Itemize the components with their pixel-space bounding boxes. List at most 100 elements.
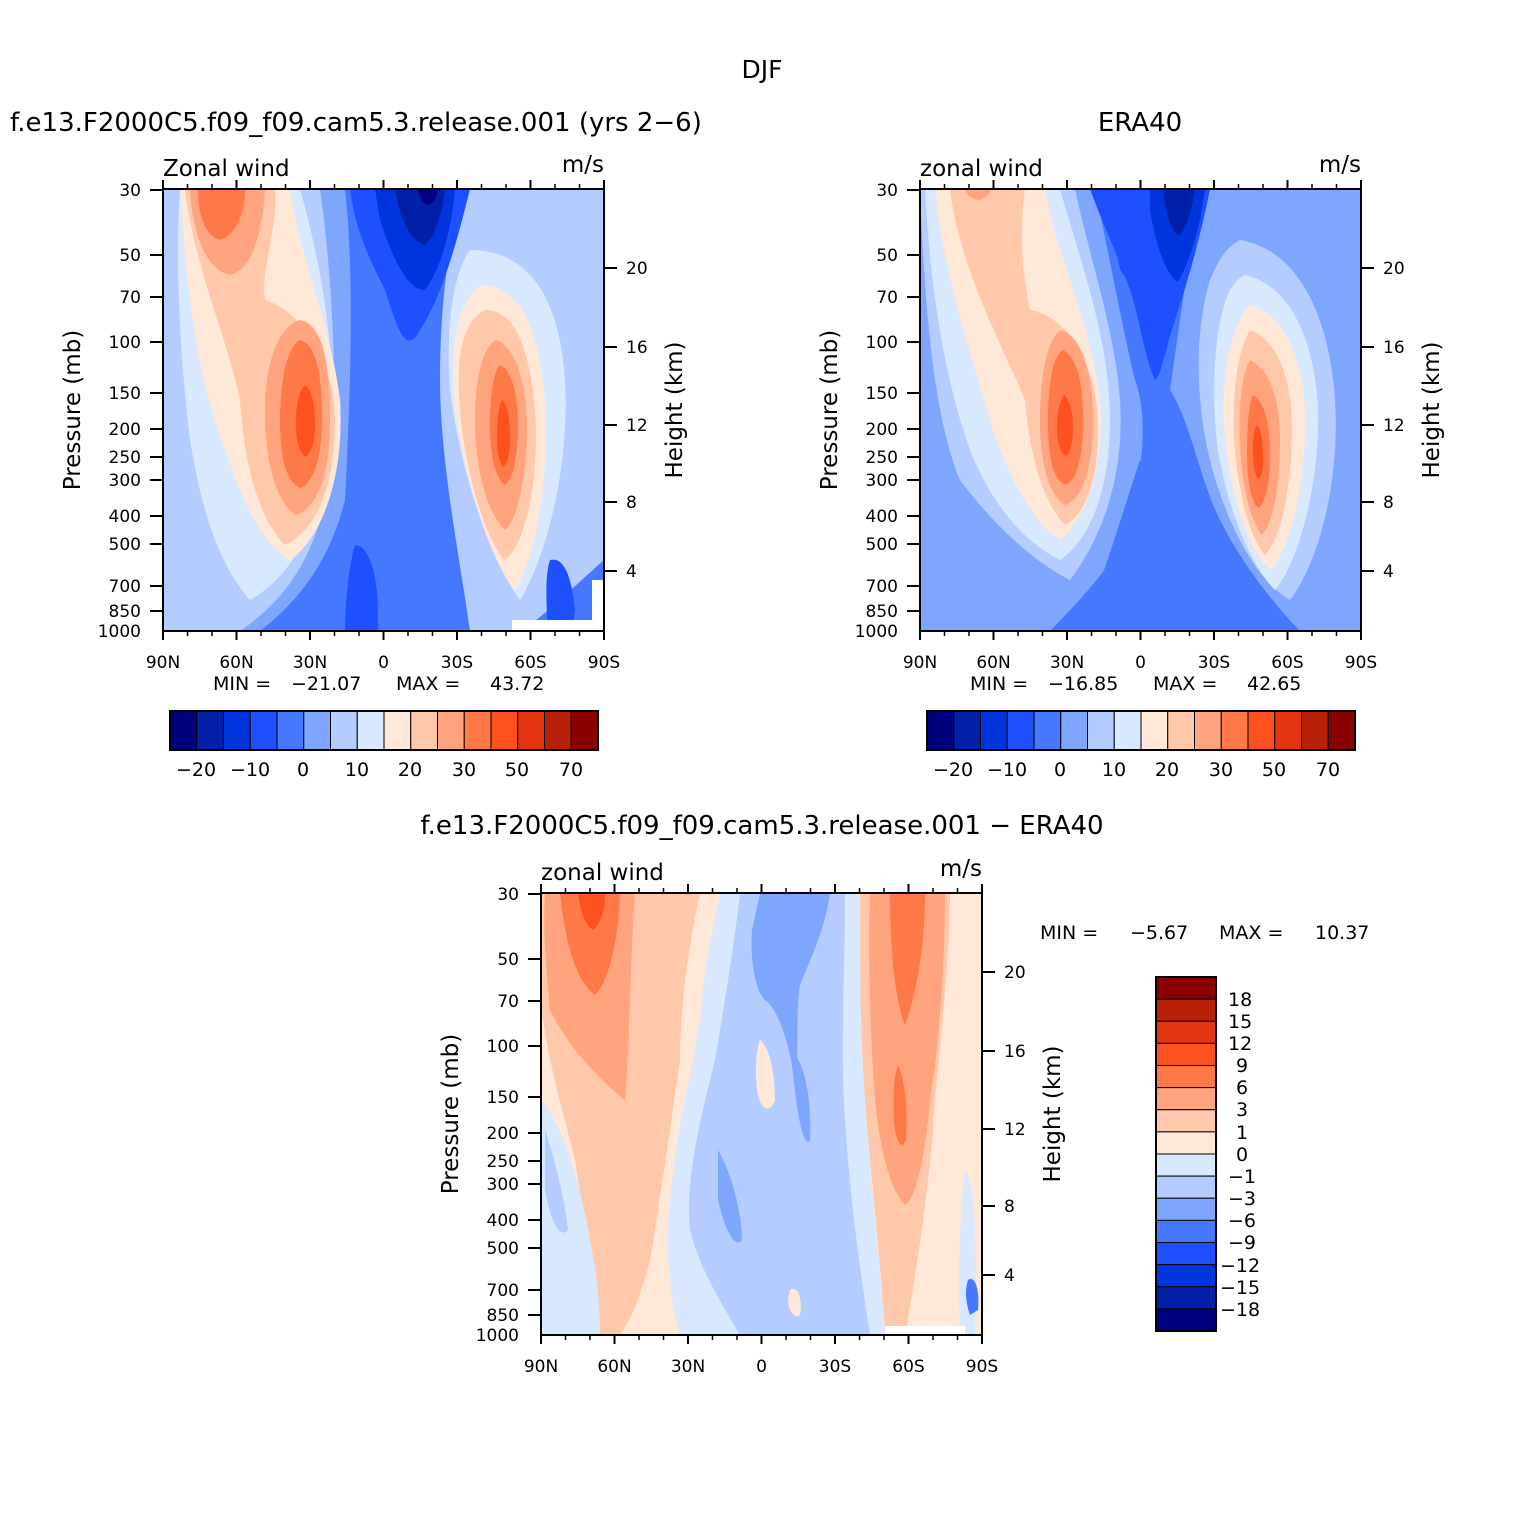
contour-field [541,893,982,1335]
panel-title: f.e13.F2000C5.f09_f09.cam5.3.release.001… [420,811,1103,841]
colorbar-swatch [1327,710,1356,751]
tick-marks [528,884,995,1344]
colorbar-swatch [1155,1087,1217,1111]
colorbar-swatch [1194,710,1222,751]
colorbar-label: 20 [398,759,422,781]
colorbar-swatch [1274,710,1302,751]
y-tick-label: 850 [866,602,898,622]
colorbar-swatch [490,710,519,751]
colorbar-label: 30 [452,759,476,781]
colorbar-label: −6 [1228,1210,1256,1232]
y-tick-label: 200 [866,420,898,440]
x-tick-label: 30N [293,653,327,673]
y-tick-label: 50 [497,950,519,970]
y-ticks: 30 50 70 100 150 200 250 300 400 500 700… [98,181,141,642]
minor-tick-marks [186,184,581,636]
contour-band-cream-spot [756,1040,801,1317]
colorbar-swatch [303,710,331,751]
contour-band-darker-blue [395,189,445,245]
colorbar-swatch [1155,1242,1217,1266]
contour-band-blue [1090,189,1210,631]
x-tick-label: 30S [1198,653,1230,673]
y-tick-label: 150 [866,384,898,404]
y-tick-label: 1000 [855,622,898,642]
colorbar-frame [1155,976,1217,1332]
contour-field [920,189,1361,631]
missing-data-region [885,1326,965,1335]
y-tick-label: 300 [109,471,141,491]
colorbar-swatch [1155,1131,1217,1155]
contour-band-orange [965,189,1280,535]
colorbar-swatch [223,710,251,751]
min-label: MIN = [213,673,271,695]
x-tick-label: 0 [1135,653,1146,673]
y2-tick-label: 4 [1383,562,1394,582]
colorbar-swatch [1155,1109,1217,1133]
y2-tick-label: 8 [1004,1197,1015,1217]
colorbar-label: 10 [1102,759,1126,781]
contour-band-blue-spot [965,1279,979,1315]
colorbar-label: −12 [1220,1255,1260,1277]
colorbar-swatch [330,710,358,751]
x-tick-label: 90S [588,653,620,673]
colorbar-swatch [1087,710,1115,751]
colorbar-frame [169,710,599,751]
colorbar-label: 12 [1228,1033,1252,1055]
y2-tick-label: 8 [626,493,637,513]
colorbar-swatch [1155,998,1217,1022]
y-tick-label: 200 [109,420,141,440]
colorbar-swatch [1033,710,1062,751]
missing-data-region [512,620,592,631]
min-label: MIN = [970,673,1028,695]
colorbar-labels: −20 −10 0 10 20 30 50 70 [933,759,1340,781]
colorbar-swatch [1155,1286,1217,1310]
min-value: −21.07 [291,673,361,695]
contour-band-dark-blue [1150,189,1205,282]
y-tick-label: 30 [497,885,519,905]
min-value: −5.67 [1130,922,1188,944]
y-tick-label: 400 [866,507,898,527]
max-label: MAX = [1219,922,1283,944]
y2-tick-label: 4 [626,562,637,582]
x-tick-label: 0 [378,653,389,673]
x-tick-label: 30S [441,653,473,673]
colorbar-label: 3 [1236,1099,1248,1121]
x-tick-label: 30S [819,1357,851,1377]
y2-axis-label: Height (km) [662,341,688,478]
colorbar-label: 50 [505,759,529,781]
y-tick-label: 700 [866,577,898,597]
y-tick-label: 300 [866,471,898,491]
colorbar-label: 70 [559,759,583,781]
max-label: MAX = [396,673,460,695]
contour-band-deep-orange [198,189,518,488]
y-ticks: 30 50 70 100 150 200 250 300 400 500 700… [476,885,519,1346]
tick-marks [907,180,1374,640]
colorbar-swatch [1155,1264,1217,1288]
x-tick-label: 30N [671,1357,705,1377]
contour-band-red-orange [578,893,605,930]
y2-ticks: 20 16 12 8 4 [626,259,648,582]
panel-diff: f.e13.F2000C5.f09_f09.cam5.3.release.001… [420,811,1369,1377]
contour-field [163,189,604,631]
x-tick-label: 90N [146,653,180,673]
y-tick-label: 850 [109,602,141,622]
colorbar-swatch [1155,1020,1217,1044]
colorbar-swatch [1155,1065,1217,1089]
colorbar-label: 6 [1236,1077,1248,1099]
minor-tick-marks [943,184,1338,636]
corner-label-right: m/s [562,152,604,178]
colorbar-swatch [1155,1175,1217,1199]
tick-marks [150,180,617,640]
y-tick-label: 70 [876,288,898,308]
contour-band-pale-orange [950,189,1292,555]
y-ticks: 30 50 70 100 150 200 250 300 400 500 700… [855,181,898,642]
y2-tick-label: 16 [1383,338,1405,358]
colorbar-label: 50 [1262,759,1286,781]
y-axis-label: Pressure (mb) [817,330,843,490]
y2-ticks: 20 16 12 8 4 [1004,963,1026,1286]
x-tick-label: 60S [892,1357,924,1377]
y-tick-label: 400 [109,507,141,527]
y-tick-label: 300 [487,1175,519,1195]
y2-axis-label: Height (km) [1040,1045,1066,1182]
